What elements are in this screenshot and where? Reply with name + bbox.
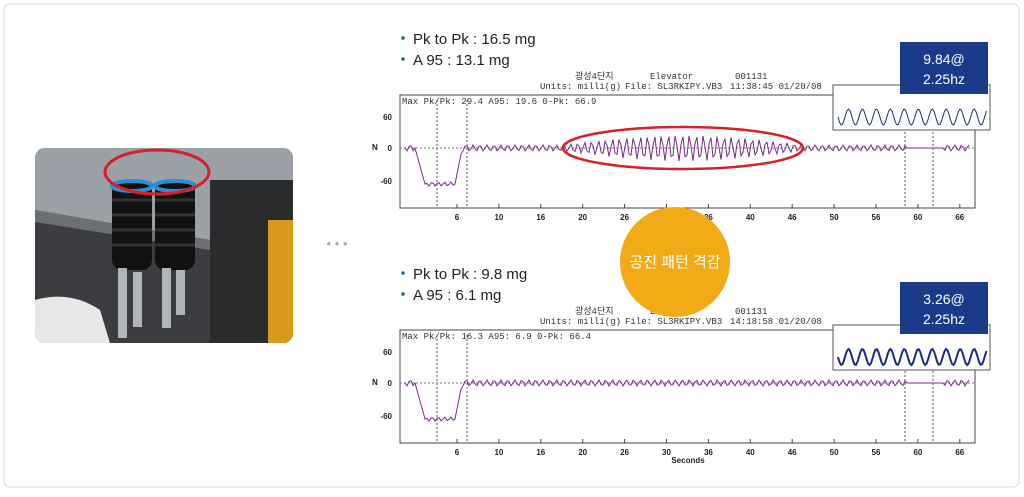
bullet-dot [401,271,405,275]
center-label: 공진 패턴 격감 [629,254,720,271]
bullet-dot [401,292,405,296]
header-id: 001131 [735,307,767,317]
x-axis-label: Seconds [671,456,705,465]
x-tick-label: 16 [536,213,545,222]
value-box-text: 3.26@ [923,291,964,307]
bullet: A 95 : 6.1 mg [413,287,501,304]
x-tick-label: 36 [704,448,713,457]
y-tick-label: 0 [388,144,393,153]
header-site: 광성4단지 [575,70,614,82]
header-file: File: SL3RKIPY.VB3 [625,82,722,92]
bullet: A 95 : 13.1 mg [413,52,510,69]
x-tick-label: 20 [578,213,587,222]
x-tick-label: 66 [955,213,964,222]
x-tick-label: 26 [620,448,629,457]
x-tick-label: 56 [872,448,881,457]
header-title: Elevator [650,72,693,82]
value-box-text: 2.25hz [923,311,965,327]
value-box [900,282,988,334]
stats: Max Pk/Pk: 29.4 A95: 19.6 0-Pk: 66.9 [402,97,596,107]
inset-wave [837,347,988,367]
chart: Pk to Pk : 9.8 mgA 95 : 6.1 mg광성4단지Eleva… [372,266,991,465]
x-tick-label: 50 [830,213,839,222]
highlight [561,125,805,171]
x-tick-label: 26 [620,213,629,222]
photo [35,148,293,343]
chart: Pk to Pk : 16.5 mg A 95 : 13.1 mg 광성4단지 Ele… [372,31,991,222]
x-tick-label: 20 [578,448,587,457]
x-tick-label: 40 [746,213,755,222]
x-tick-label: 30 [662,448,671,457]
value-box [900,42,988,94]
value-box-text: 2.25hz [923,71,965,87]
inset-wave [837,108,987,126]
x-tick-label: 50 [830,448,839,457]
x-tick-label: 6 [455,448,460,457]
charts: Pk to Pk : 16.5 mg A 95 : 13.1 mg 광성4단지 Ele… [372,31,991,465]
x-tick-label: 60 [913,448,922,457]
bullet-dot [401,36,405,40]
x-tick-label: 16 [536,448,545,457]
axis-letter: N [372,378,378,387]
header-file: File: SL3RKIPY.VB3 [625,317,722,327]
header-site: 광성4단지 [575,305,614,317]
x-tick-label: 6 [455,213,460,222]
x-tick-label: 60 [913,213,922,222]
axis-letter: N [372,143,378,152]
header-id: 001131 [735,72,767,82]
waveform [404,378,970,422]
center-badge [620,207,730,317]
plot-frame [399,329,976,444]
x-tick-label: 10 [494,448,503,457]
x-tick-label: 46 [788,448,797,457]
separator: • • • [327,236,348,251]
bullet-dot [401,57,405,61]
y-tick-label: 0 [388,379,393,388]
y-tick-label: 60 [383,113,392,122]
x-tick-label: 40 [746,448,755,457]
y-tick-label: 60 [383,348,392,357]
y-tick-label: -60 [380,412,392,421]
header-units: Units: milli(g) [540,317,621,327]
bullet: Pk to Pk : 16.5 mg [413,31,536,48]
header-time: 11:38:45 01/20/08 [730,82,822,92]
stats: Max Pk/Pk: 16.3 A95: 6.9 0-Pk: 66.4 [402,332,591,342]
y-tick-label: -60 [380,177,392,186]
plot-frame [399,94,976,209]
x-tick-label: 46 [788,213,797,222]
x-tick-label: 10 [494,213,503,222]
x-tick-label: 56 [872,213,881,222]
x-tick-label: 66 [955,448,964,457]
waveform [404,135,970,187]
header-units: Units: milli(g) [540,82,621,92]
x-tick-label: 36 [704,213,713,222]
bullet: Pk to Pk : 9.8 mg [413,266,527,283]
header-time: 14:18:58 01/20/08 [730,317,822,327]
value-box-text: 9.84@ [923,51,964,67]
